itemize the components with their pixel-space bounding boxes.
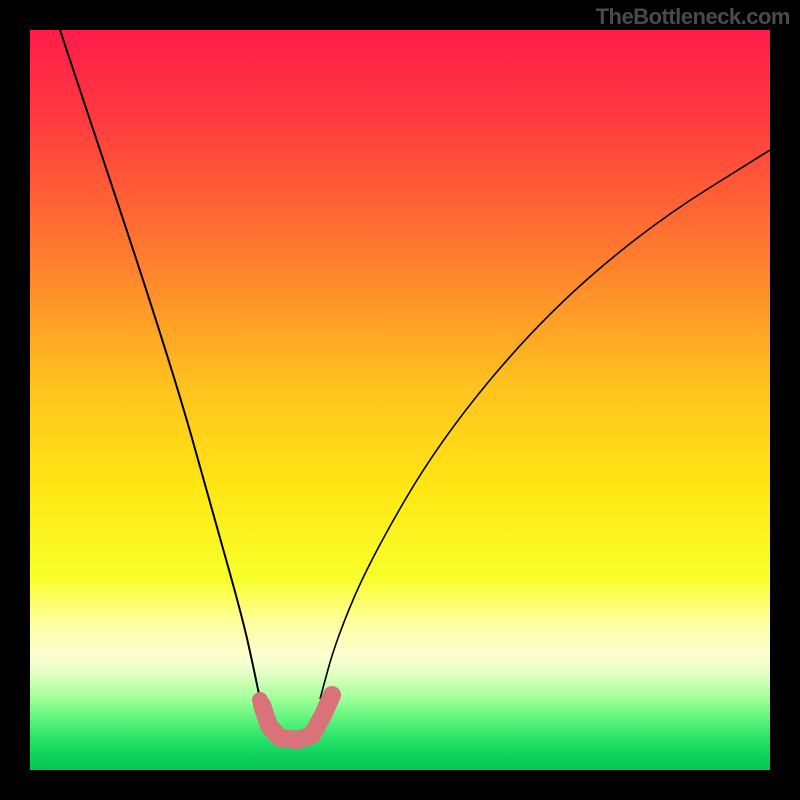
figure-root: TheBottleneck.com xyxy=(0,0,800,800)
highlight-dot xyxy=(252,692,268,708)
watermark-text: TheBottleneck.com xyxy=(596,4,790,30)
gradient-background xyxy=(30,30,770,770)
plot-area xyxy=(30,30,770,770)
